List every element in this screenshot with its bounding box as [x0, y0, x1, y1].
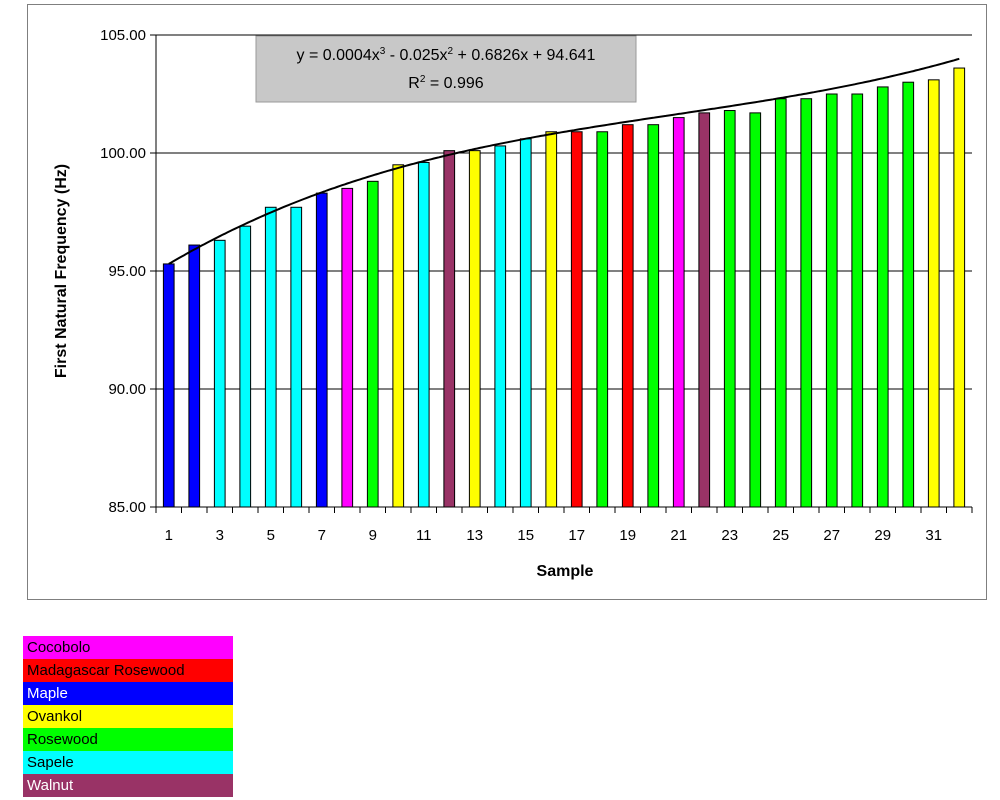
x-tick-label: 11: [416, 527, 432, 544]
y-tick-label: 90.00: [108, 381, 146, 398]
y-tick-label: 85.00: [108, 499, 146, 516]
legend-item: Ovankol: [23, 705, 233, 728]
legend-item: Cocobolo: [23, 636, 233, 659]
bar: [851, 93, 864, 508]
chart-frame: [27, 4, 987, 600]
bar: [570, 131, 583, 508]
x-tick-label: 17: [568, 527, 585, 544]
legend-item: Walnut: [23, 774, 233, 797]
bar: [749, 112, 762, 508]
bar: [392, 164, 405, 508]
bar: [188, 244, 201, 508]
legend-item: Sapele: [23, 751, 233, 774]
x-tick-label: 1: [165, 527, 173, 544]
bar: [800, 98, 813, 508]
trendline-equation: y = 0.0004x3 - 0.025x2 + 0.6826x + 94.64…: [255, 35, 637, 103]
x-tick-label: 19: [619, 527, 636, 544]
bar: [902, 81, 915, 508]
legend-item: Madagascar Rosewood: [23, 659, 233, 682]
bar: [545, 131, 558, 508]
bar: [647, 124, 660, 508]
x-tick-label: 13: [466, 527, 483, 544]
legend-item: Rosewood: [23, 728, 233, 751]
y-axis-title: First Natural Frequency (Hz): [53, 164, 70, 378]
x-tick-label: 15: [517, 527, 534, 544]
bar: [366, 180, 379, 508]
x-tick-label: 3: [216, 527, 224, 544]
x-axis-title: Sample: [537, 563, 594, 580]
x-tick-label: 21: [670, 527, 687, 544]
trendline: [168, 57, 960, 265]
bar: [213, 239, 226, 508]
x-tick-label: 5: [267, 527, 275, 544]
y-tick-label: 105.00: [100, 27, 146, 44]
bar: [723, 110, 736, 508]
bar: [315, 192, 328, 508]
bar: [621, 124, 634, 508]
legend: Cocobolo Madagascar Rosewood Maple Ovankol R…: [23, 636, 233, 797]
bar: [162, 263, 175, 508]
bar: [927, 79, 940, 508]
bar: [825, 93, 838, 508]
x-tick-label: 31: [925, 527, 942, 544]
bar: [443, 150, 456, 508]
bar: [876, 86, 889, 508]
bar: [698, 112, 711, 508]
bar: [239, 225, 252, 508]
bar: [953, 67, 966, 508]
bar: [519, 138, 532, 508]
x-tick-label: 25: [772, 527, 789, 544]
x-tick-label: 29: [874, 527, 891, 544]
y-tick-label: 100.00: [100, 145, 146, 162]
bar: [290, 206, 303, 508]
x-tick-label: 7: [318, 527, 326, 544]
bar: [417, 161, 430, 508]
legend-item: Maple: [23, 682, 233, 705]
r-squared-text: R2 = 0.996: [408, 74, 484, 92]
bar: [468, 150, 481, 508]
bar: [774, 98, 787, 508]
bar: [672, 117, 685, 508]
bar: [341, 187, 354, 508]
x-tick-label: 9: [369, 527, 377, 544]
bar: [494, 145, 507, 508]
bar: [264, 206, 277, 508]
x-tick-label: 27: [823, 527, 840, 544]
equation-text: y = 0.0004x3 - 0.025x2 + 0.6826x + 94.64…: [297, 46, 596, 64]
y-tick-label: 95.00: [108, 263, 146, 280]
x-tick-label: 23: [721, 527, 738, 544]
bar: [596, 131, 609, 508]
